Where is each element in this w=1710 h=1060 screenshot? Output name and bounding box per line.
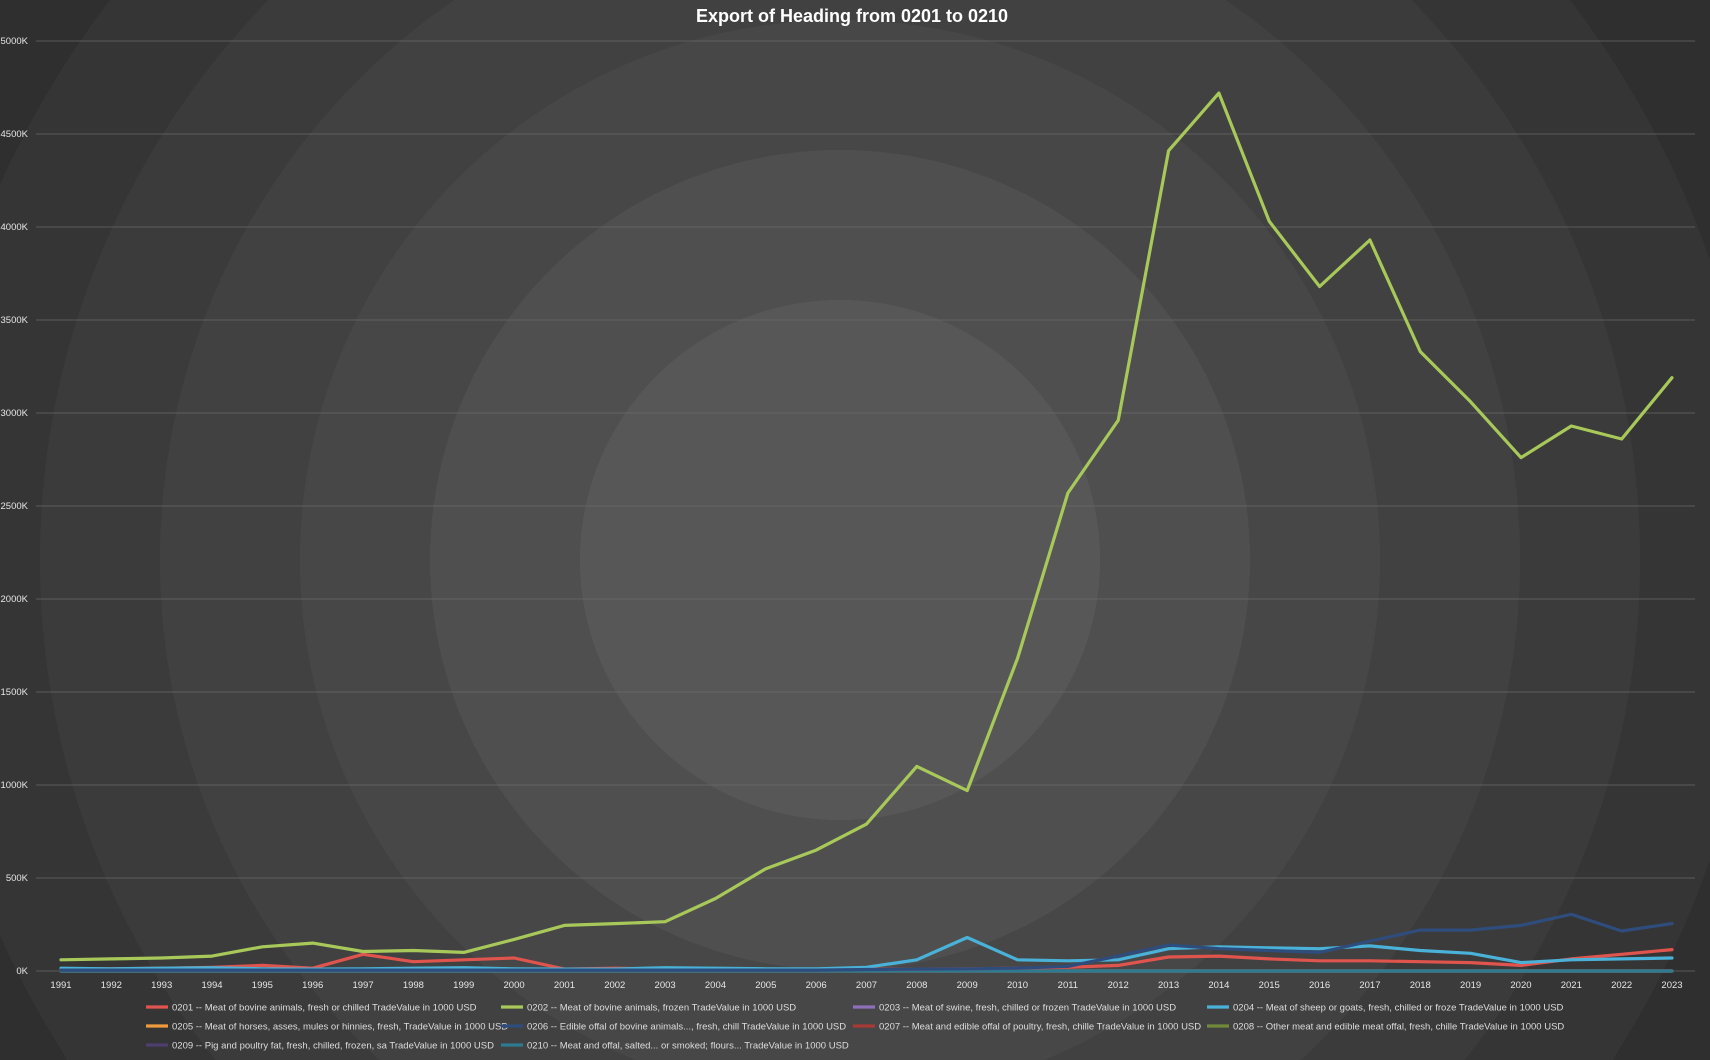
legend-label: 0205 -- Meat of horses, asses, mules or … [172,1022,508,1033]
legend-label: 0204 -- Meat of sheep or goats, fresh, c… [1233,1003,1564,1014]
x-tick-label: 2008 [906,980,927,991]
x-tick-label: 2000 [504,980,525,991]
y-tick-label: 4500K [1,129,29,140]
legend-label: 0210 -- Meat and offal, salted... or smo… [527,1041,849,1052]
legend-label: 0209 -- Pig and poultry fat, fresh, chil… [172,1041,494,1052]
x-tick-label: 2003 [655,980,676,991]
x-tick-label: 1997 [352,980,373,991]
x-tick-label: 2015 [1259,980,1280,991]
legend-item-0209: 0209 -- Pig and poultry fat, fresh, chil… [146,1041,494,1052]
x-tick-label: 2013 [1158,980,1179,991]
y-tick-label: 500K [6,873,29,884]
y-tick-label: 1000K [1,780,29,791]
y-tick-label: 4000K [1,222,29,233]
y-tick-label: 2500K [1,501,29,512]
x-tick-label: 2018 [1410,980,1431,991]
gridlines [36,40,1695,972]
series-lines [59,91,1674,973]
x-tick-label: 2023 [1661,980,1682,991]
x-tick-label: 2021 [1561,980,1582,991]
x-tick-label: 2001 [554,980,575,991]
legend-label: 0208 -- Other meat and edible meat offal… [1233,1022,1564,1033]
legend-label: 0203 -- Meat of swine, fresh, chilled or… [879,1003,1176,1014]
chart-title: Export of Heading from 0201 to 0210 [696,6,1008,26]
legend-item-0203: 0203 -- Meat of swine, fresh, chilled or… [853,1003,1176,1014]
series-line-0202 [59,91,1674,962]
x-tick-label: 2009 [957,980,978,991]
y-tick-label: 2000K [1,594,29,605]
x-tick-label: 2011 [1058,980,1078,991]
y-tick-label: 0K [16,966,28,977]
legend-item-0201: 0201 -- Meat of bovine animals, fresh or… [146,1003,477,1014]
x-tick-label: 1996 [302,980,323,991]
x-tick-label: 1993 [151,980,172,991]
x-axis-ticks: 1991 1992 1993 1994 1995 1996 1997 1998 1999 2000… [50,980,1682,991]
x-tick-label: 1999 [453,980,474,991]
x-tick-label: 2016 [1309,980,1330,991]
legend-label: 0207 -- Meat and edible offal of poultry… [879,1022,1201,1033]
y-tick-label: 3000K [1,408,29,419]
x-tick-label: 2020 [1510,980,1531,991]
x-tick-label: 1995 [252,980,273,991]
x-tick-label: 2017 [1359,980,1380,991]
y-tick-label: 3500K [1,315,29,326]
y-axis-ticks: 0K 500K 1000K 1500K 2000K 2500K 3000K 3500K 4000… [1,36,29,977]
x-tick-label: 2019 [1460,980,1481,991]
legend-label: 0202 -- Meat of bovine animals, frozen T… [527,1003,796,1014]
x-tick-label: 2014 [1208,980,1229,991]
x-tick-label: 2004 [705,980,726,991]
x-tick-label: 1991 [50,980,71,991]
legend-item-0204: 0204 -- Meat of sheep or goats, fresh, c… [1207,1003,1564,1014]
y-tick-label: 1500K [1,687,29,698]
legend-item-0208: 0208 -- Other meat and edible meat offal… [1207,1022,1564,1033]
x-tick-label: 1994 [201,980,222,991]
x-tick-label: 2006 [806,980,827,991]
legend-item-0207: 0207 -- Meat and edible offal of poultry… [853,1022,1201,1033]
x-tick-label: 1992 [101,980,122,991]
x-tick-label: 2010 [1007,980,1028,991]
y-tick-label: 5000K [1,36,29,47]
series-line-0206 [59,912,1674,972]
x-tick-label: 2012 [1108,980,1129,991]
legend-label: 0201 -- Meat of bovine animals, fresh or… [172,1003,477,1014]
legend: 0201 -- Meat of bovine animals, fresh or… [146,1003,1564,1052]
legend-item-0206: 0206 -- Edible offal of bovine animals..… [501,1022,846,1033]
legend-item-0210: 0210 -- Meat and offal, salted... or smo… [501,1041,849,1052]
x-tick-label: 2005 [755,980,776,991]
x-tick-label: 2007 [856,980,877,991]
legend-label: 0206 -- Edible offal of bovine animals..… [527,1022,846,1033]
legend-item-0205: 0205 -- Meat of horses, asses, mules or … [146,1022,508,1033]
x-tick-label: 1998 [403,980,424,991]
x-tick-label: 2022 [1611,980,1632,991]
legend-item-0202: 0202 -- Meat of bovine animals, frozen T… [501,1003,796,1014]
x-tick-label: 2002 [604,980,625,991]
